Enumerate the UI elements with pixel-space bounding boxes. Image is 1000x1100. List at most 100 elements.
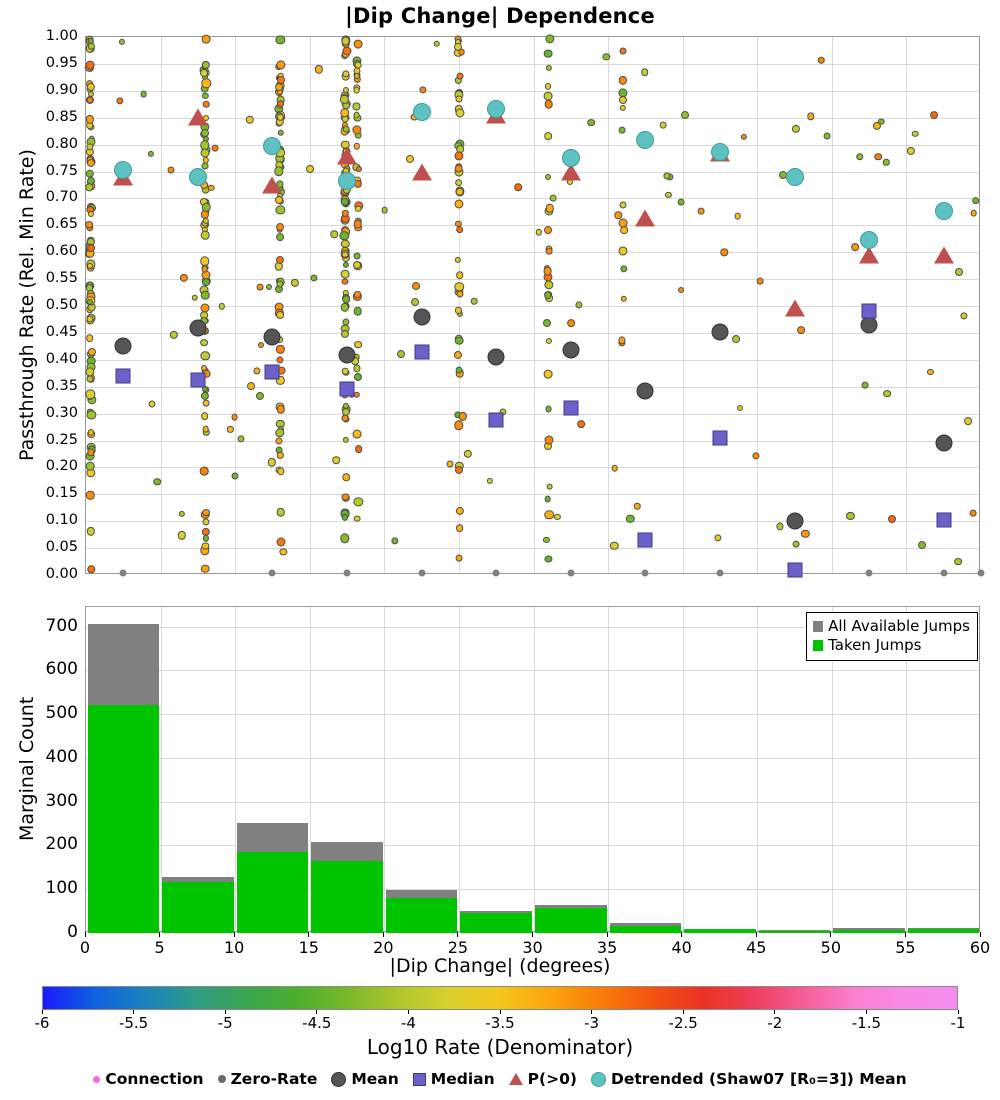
connection-point [454,420,464,430]
connection-point [276,60,286,70]
connection-point [231,413,239,421]
connection-point [545,83,552,90]
connection-point [463,449,472,459]
connection-point [201,564,210,574]
connection-point [340,197,349,206]
connection-point [575,300,583,309]
connection-point [355,166,362,173]
scatter-y-tick: 1.00 [45,28,78,44]
scatter-y-tick: 0.55 [45,270,78,287]
legend-item-small-dot[interactable]: Connection [93,1070,204,1088]
median-marker [563,400,579,416]
legend-item-small-dot[interactable]: Zero-Rate [217,1070,317,1088]
p-gt-0-marker [337,147,358,165]
connection-point [343,262,350,269]
connection-point [140,90,148,98]
histogram-x-tick: 30 [522,938,543,957]
colorbar-tick: -4 [400,1014,416,1032]
connection-point [258,341,265,348]
gridline [831,607,833,931]
scatter-plot-axes[interactable] [84,34,985,578]
connection-point [544,99,553,109]
legend-label: Detrended (Shaw07 [R₀=3]) Mean [610,1070,907,1088]
marker-legend[interactable]: Connection Zero-Rate Mean Median P(>0) Detren… [0,1070,1000,1088]
connection-point [543,319,552,328]
legend-item[interactable]: Taken Jumps [813,636,970,655]
legend-item-circle[interactable]: Detrended (Shaw07 [R₀=3]) Mean [590,1070,907,1088]
connection-point [291,278,300,288]
connection-point [353,340,362,349]
connection-point [740,133,747,140]
p-gt-0-marker [560,163,581,181]
connection-point [619,201,627,209]
colorbar-tickmark [133,1010,135,1014]
zero-rate-marker [716,569,724,577]
connection-point [85,462,95,471]
gridline [384,607,386,931]
connection-point [618,76,628,85]
connection-point [277,467,285,475]
connection-point [354,205,362,213]
connection-point [397,350,406,359]
colorbar-tickmark [316,1010,318,1014]
connection-point [797,325,805,334]
connection-point [275,204,286,215]
connection-point [433,40,440,48]
connection-point [545,247,553,255]
connection-point [353,39,363,49]
zero-rate-marker [418,569,426,577]
histogram-x-tickmark [308,932,310,937]
bar-taken [460,912,532,933]
connection-point [882,159,890,166]
connection-point [353,496,363,507]
histogram-axes[interactable] [85,606,980,933]
dot-icon [93,1075,101,1083]
legend-swatch-icon [813,621,824,632]
bar-taken [684,929,756,933]
gridline [86,440,979,442]
detrended-mean-marker [785,167,804,186]
connection-point [342,473,350,481]
gridline [86,845,979,847]
p-gt-0-marker [187,108,208,126]
connection-point [453,350,462,359]
connection-point [87,210,94,217]
gridline [86,225,979,227]
bar-taken [833,929,905,933]
connection-point [619,47,627,55]
gridline [757,37,759,573]
scatter-y-tick: 0.65 [45,216,78,233]
connection-point [276,507,286,517]
histogram-legend[interactable]: All Available Jumps Taken Jumps [806,612,978,661]
connection-point [276,537,286,547]
connection-point [883,389,891,398]
connection-point [87,429,94,436]
connection-point [274,196,283,205]
histogram-x-tick: 55 [895,938,916,957]
mean-marker [860,316,878,334]
connection-point [87,348,96,357]
gridline [682,37,684,573]
bar-taken [385,898,458,933]
scatter-y-tick: 0.60 [45,243,78,260]
connection-point [544,495,551,503]
connection-point [618,96,627,105]
connection-point [276,113,284,121]
connection-point [147,150,154,157]
legend-item[interactable]: All Available Jumps [813,617,970,636]
detrended-mean-marker [188,167,207,186]
bar-taken [535,908,607,933]
connection-point [202,535,209,542]
median-marker [861,303,877,319]
connection-point [543,370,553,379]
legend-item-circle[interactable]: Mean [331,1070,399,1088]
connection-point [200,69,209,78]
connection-point [277,451,284,459]
bar-taken [758,931,831,933]
connection-point [339,231,350,241]
connection-point [846,511,855,520]
connection-point [87,565,95,573]
median-marker [339,381,355,397]
legend-item-triangle[interactable]: P(>0) [508,1070,577,1088]
legend-item-square[interactable]: Median [412,1070,495,1088]
